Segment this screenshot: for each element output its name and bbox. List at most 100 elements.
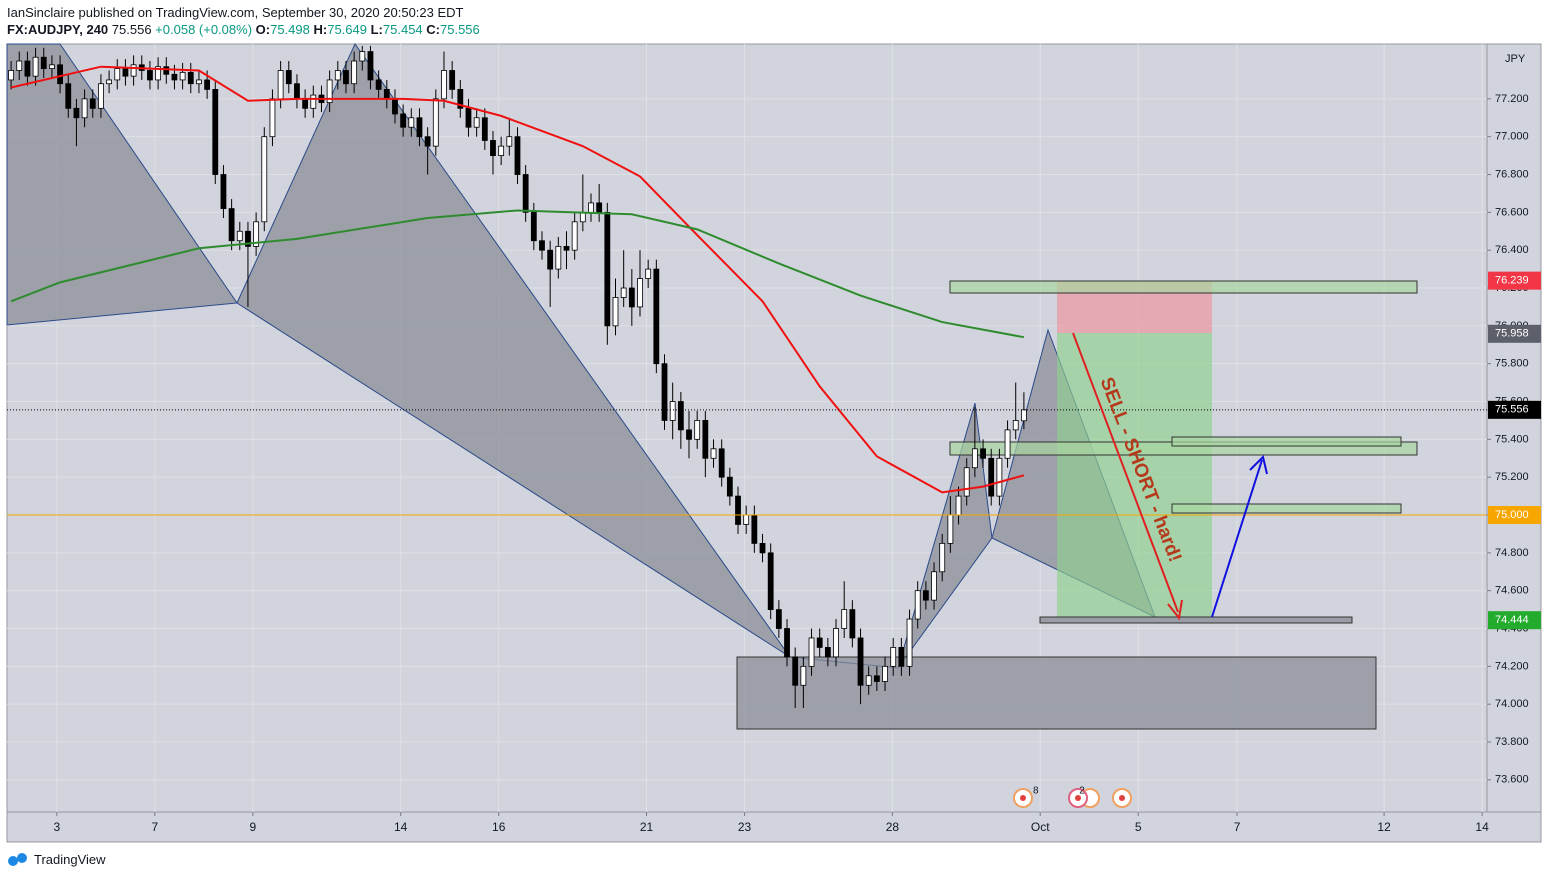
price-tag-label: 74.444 — [1495, 614, 1529, 626]
x-tick-label: 16 — [492, 820, 506, 834]
candle-body — [187, 71, 194, 85]
candle-body — [277, 70, 284, 100]
change: +0.058 (+0.08%) — [155, 22, 253, 37]
x-tick-label: 3 — [53, 820, 60, 834]
candle-body — [326, 79, 333, 104]
candle-body — [285, 70, 292, 85]
candle-body — [563, 246, 570, 251]
x-tick-label: Oct — [1031, 820, 1050, 834]
candle-body — [620, 287, 627, 298]
candle-body — [114, 68, 121, 81]
time-axis — [6, 811, 1542, 843]
candle-body — [498, 145, 505, 157]
candle-body — [196, 79, 202, 85]
last-price: 75.556 — [111, 22, 152, 37]
y-tick-label: 74.000 — [1495, 698, 1529, 710]
candle-body — [841, 609, 848, 629]
price-tag — [1488, 271, 1541, 290]
event-dot — [1020, 795, 1026, 801]
candle-body — [506, 136, 513, 147]
y-tick-label: 76.800 — [1495, 168, 1529, 180]
candle-body — [367, 51, 374, 81]
candle-body — [432, 98, 439, 147]
y-tick-label: 76.400 — [1495, 244, 1529, 256]
candle-body — [865, 675, 872, 686]
candle-body — [490, 140, 496, 157]
arrows — [1072, 332, 1268, 621]
low: 75.454 — [382, 22, 423, 37]
target-zone — [1057, 333, 1212, 617]
candle-body — [751, 514, 758, 544]
candle-body — [106, 79, 112, 85]
candle-body — [669, 401, 676, 421]
footer-brand: TradingView — [34, 852, 106, 867]
candle-body — [539, 240, 545, 251]
candle-body — [1020, 409, 1027, 422]
zone — [1171, 503, 1402, 514]
close: 75.556 — [440, 22, 480, 37]
x-tick-label: 9 — [250, 820, 257, 834]
candle-body — [449, 70, 456, 90]
candle-body — [359, 51, 366, 62]
candle-body — [49, 64, 55, 69]
moving-average — [10, 209, 1025, 339]
candle-body — [310, 94, 317, 109]
candle-body — [212, 88, 219, 175]
candle-body — [637, 278, 643, 308]
candle-body — [677, 401, 684, 431]
x-tick-label: 14 — [394, 820, 408, 834]
y-tick-label: 74.800 — [1495, 547, 1529, 559]
candle-body — [269, 98, 276, 138]
event-count: 2 — [1079, 786, 1085, 797]
candle-body — [775, 609, 782, 629]
y-tick-label: 75.200 — [1495, 471, 1529, 483]
x-tick-label: 7 — [1234, 820, 1241, 834]
y-tick-label: 77.200 — [1495, 93, 1529, 105]
harmonic-pattern — [236, 43, 791, 658]
candle-body — [424, 136, 431, 147]
candle-body — [939, 542, 946, 573]
candle-body — [253, 221, 260, 247]
candle-body — [416, 117, 423, 138]
x-tick-label: 12 — [1377, 820, 1391, 834]
candle-body — [800, 665, 807, 686]
sell-arrow-head — [1167, 599, 1183, 621]
price-tag — [1488, 400, 1541, 419]
candle-body — [808, 637, 815, 667]
x-tick-label: 23 — [738, 820, 752, 834]
candle-body — [32, 56, 39, 77]
candle-body — [931, 571, 937, 601]
y-tick-label: 74.200 — [1495, 660, 1529, 672]
x-tick-label: 7 — [151, 820, 158, 834]
candle-body — [833, 628, 839, 658]
candle-body — [702, 420, 709, 459]
candle-body — [179, 71, 186, 81]
demand-zone — [736, 656, 1377, 730]
candle-body — [963, 467, 970, 497]
event-dot — [1119, 795, 1125, 801]
candle-body — [898, 647, 905, 667]
price-tag-label: 75.958 — [1495, 328, 1529, 340]
candle-body — [914, 590, 921, 620]
candle-body — [57, 64, 63, 85]
price-tag-label: 75.556 — [1495, 404, 1529, 416]
candle-body — [726, 476, 733, 497]
candle-body — [122, 68, 129, 77]
candle-body — [890, 647, 897, 667]
price-tag-label: 76.239 — [1495, 275, 1529, 287]
candle-body — [155, 66, 162, 81]
candle-body — [220, 174, 227, 209]
sell-arrow — [1072, 332, 1179, 613]
candle-body — [1012, 420, 1019, 431]
candle-body — [392, 98, 398, 115]
logo-mark — [8, 856, 18, 866]
candle-body — [81, 98, 88, 119]
candle-body — [882, 665, 888, 682]
price-tag-label: 75.000 — [1495, 509, 1529, 521]
candle-body — [73, 107, 80, 119]
price-axis — [1486, 43, 1542, 813]
candle-body — [89, 98, 96, 109]
candle-body — [236, 230, 243, 242]
candle-body — [555, 246, 562, 270]
